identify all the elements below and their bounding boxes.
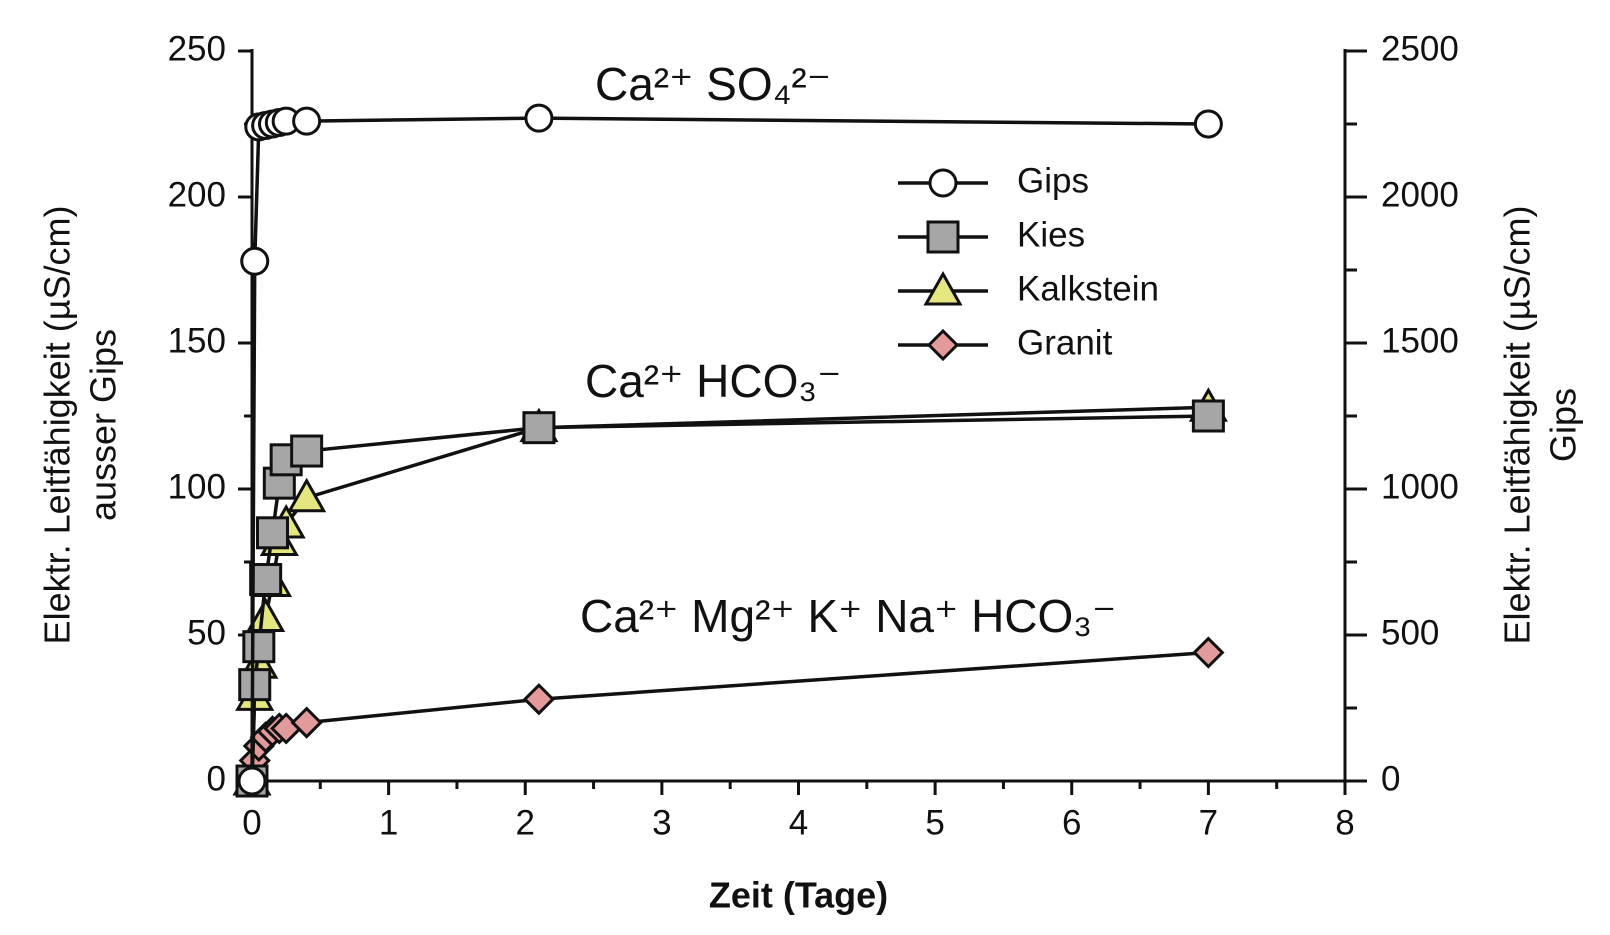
data-point bbox=[255, 516, 289, 550]
data-point bbox=[290, 706, 323, 739]
legend-marker bbox=[923, 270, 963, 306]
y-axis-title: Elektr. Leitfähigkeit (µS/cm) bbox=[37, 206, 78, 645]
data-point bbox=[287, 477, 327, 513]
annotation: Ca²⁺ HCO₃⁻ bbox=[585, 355, 841, 407]
x-tick-label: 0 bbox=[242, 803, 261, 842]
y2-axis-title: Elektr. Leitfähigkeit (µS/cm) bbox=[1497, 206, 1538, 645]
data-point bbox=[238, 668, 272, 702]
data-point bbox=[524, 103, 554, 133]
y-tick-label: 250 bbox=[168, 29, 226, 68]
legend-label: Kies bbox=[1017, 215, 1085, 254]
x-axis-title: Zeit (Tage) bbox=[709, 875, 888, 916]
y2-tick-label: 0 bbox=[1381, 759, 1400, 798]
x-tick-label: 1 bbox=[379, 803, 398, 842]
legend-marker bbox=[928, 168, 958, 198]
legend-label: Granit bbox=[1017, 323, 1113, 362]
data-point bbox=[242, 630, 276, 664]
legend-label: Kalkstein bbox=[1017, 269, 1159, 308]
y2-tick-label: 1500 bbox=[1381, 321, 1459, 360]
x-tick-label: 8 bbox=[1335, 803, 1354, 842]
y-tick-label: 150 bbox=[168, 321, 226, 360]
y-tick-label: 100 bbox=[168, 467, 226, 506]
annotation: Ca²⁺ SO₄²⁻ bbox=[595, 58, 831, 110]
x-tick-label: 3 bbox=[652, 803, 671, 842]
y-tick-label: 0 bbox=[207, 759, 226, 798]
data-point bbox=[522, 683, 556, 716]
y-tick-label: 50 bbox=[187, 613, 226, 652]
x-tick-label: 5 bbox=[925, 803, 944, 842]
x-tick-label: 2 bbox=[516, 803, 535, 842]
data-point bbox=[1192, 636, 1225, 669]
y-tick-label: 200 bbox=[168, 175, 226, 214]
legend-label: Gips bbox=[1017, 161, 1089, 200]
series-line bbox=[250, 414, 1209, 782]
data-point bbox=[522, 411, 556, 445]
data-point bbox=[1191, 399, 1225, 433]
data-point bbox=[237, 766, 267, 796]
series-line bbox=[250, 650, 1209, 782]
y2-tick-label: 1000 bbox=[1381, 467, 1459, 506]
y2-tick-label: 500 bbox=[1381, 613, 1439, 652]
data-point bbox=[1193, 109, 1223, 139]
y2-axis-title: Gips bbox=[1543, 388, 1584, 462]
data-point bbox=[292, 106, 322, 136]
data-point bbox=[240, 246, 270, 276]
data-point bbox=[249, 563, 283, 597]
data-point bbox=[290, 434, 324, 468]
x-tick-label: 4 bbox=[789, 803, 808, 842]
x-tick-label: 6 bbox=[1062, 803, 1081, 842]
x-tick-label: 7 bbox=[1199, 803, 1218, 842]
legend-marker bbox=[926, 328, 960, 362]
y2-tick-label: 2000 bbox=[1381, 175, 1459, 214]
y2-tick-label: 2500 bbox=[1381, 29, 1459, 68]
y-axis-title: ausser Gips bbox=[83, 329, 124, 521]
annotation: Ca²⁺ Mg²⁺ K⁺ Na⁺ HCO₃⁻ bbox=[580, 590, 1116, 642]
legend-marker bbox=[926, 220, 960, 254]
